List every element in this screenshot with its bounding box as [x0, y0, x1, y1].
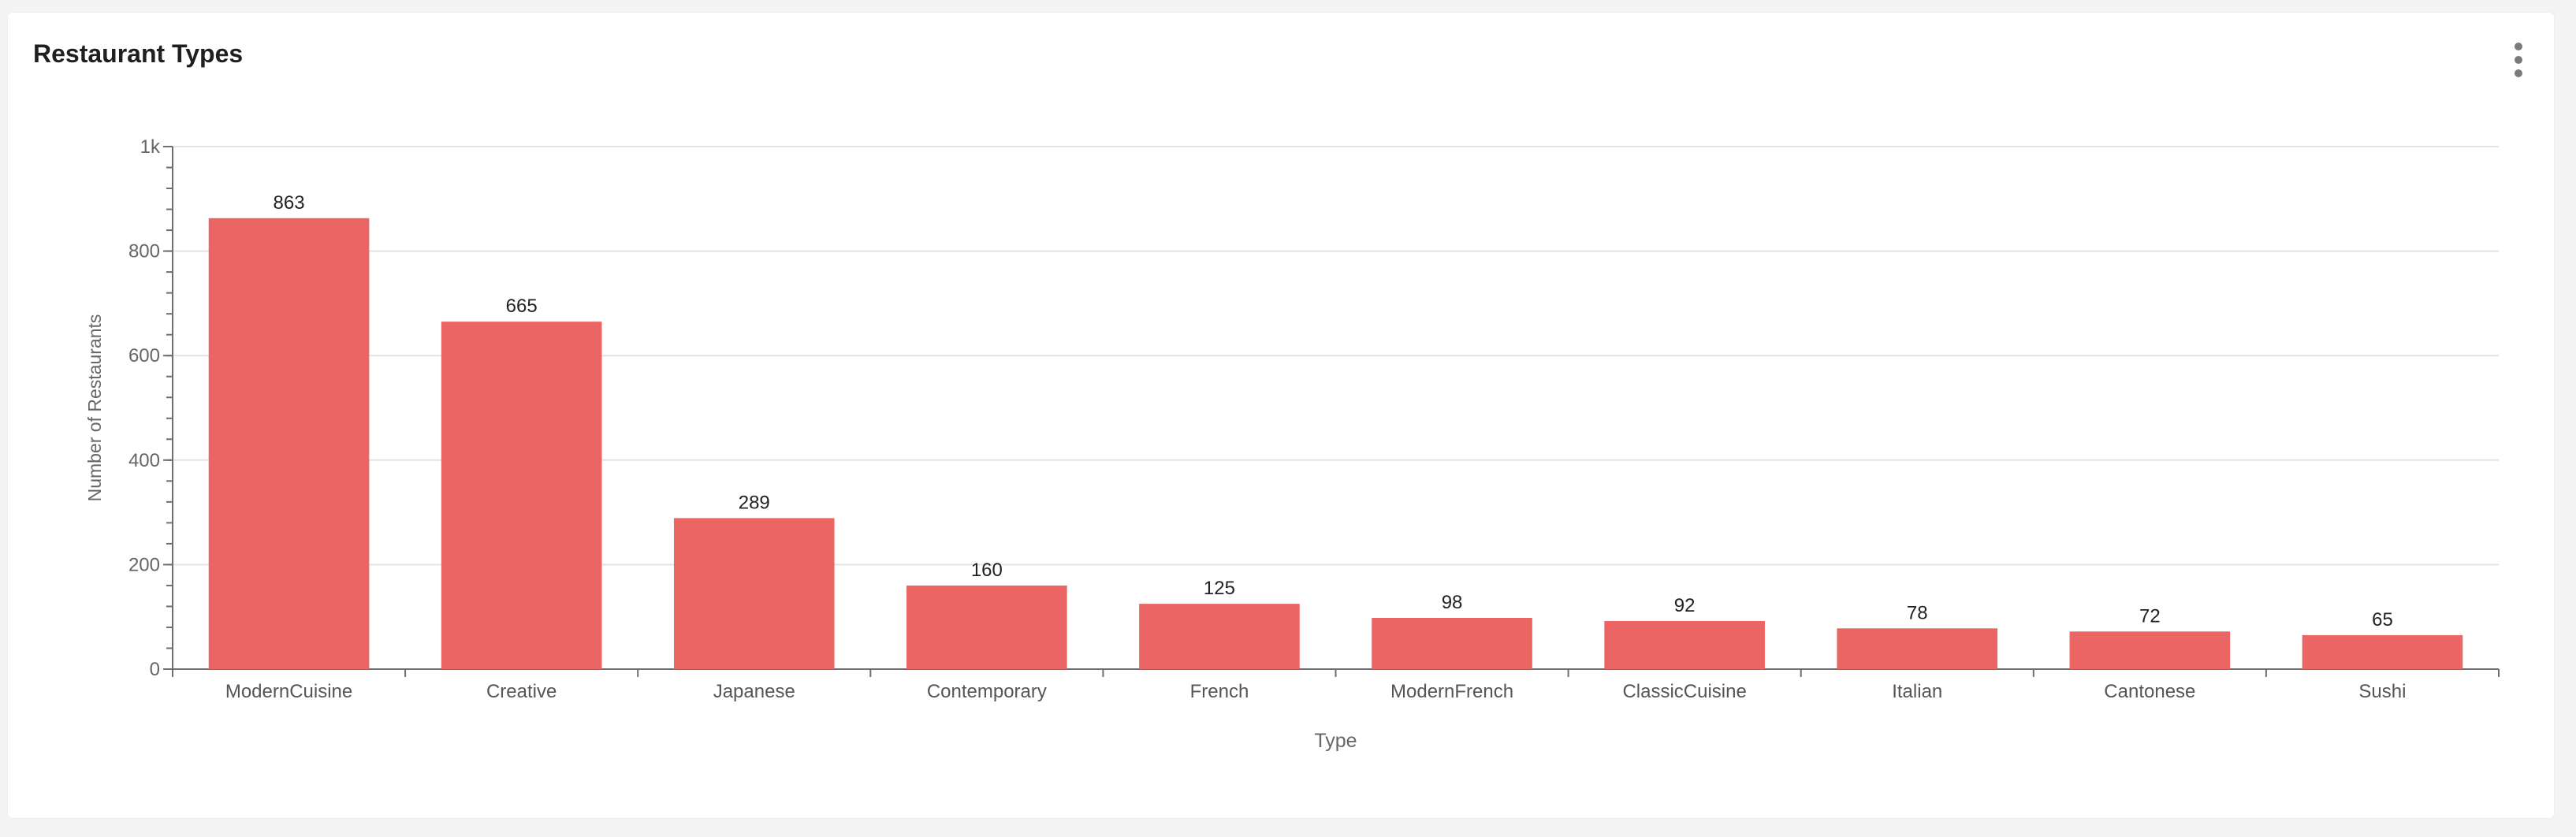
x-tick-label: Italian	[1892, 681, 1942, 702]
data-label: 125	[1204, 578, 1235, 599]
data-label: 160	[971, 560, 1003, 581]
y-tick-label: 800	[128, 241, 160, 262]
y-tick-label: 400	[128, 450, 160, 471]
bar-italian[interactable]	[1837, 628, 1998, 669]
y-tick-label: 0	[150, 659, 160, 680]
data-label: 665	[506, 296, 538, 317]
data-label: 78	[1907, 602, 1928, 623]
bar-french[interactable]	[1139, 604, 1300, 669]
x-tick-label: Sushi	[2358, 681, 2406, 702]
x-tick-label: ClassicCuisine	[1622, 681, 1746, 702]
data-label: 98	[1442, 592, 1463, 613]
data-label: 92	[1674, 595, 1696, 616]
x-tick-label: ModernCuisine	[225, 681, 352, 702]
bar-moderncuisine[interactable]	[208, 218, 370, 669]
card-title: Restaurant Types	[33, 39, 244, 68]
y-tick-label: 200	[128, 554, 160, 575]
x-tick-label: ModernFrench	[1390, 681, 1513, 702]
bar-creative[interactable]	[441, 322, 602, 669]
bar-modernfrench[interactable]	[1372, 618, 1532, 669]
x-tick-label: Contemporary	[927, 681, 1047, 702]
x-tick-label: Creative	[486, 681, 557, 702]
data-label: 863	[274, 192, 305, 214]
more-vertical-icon[interactable]	[2508, 43, 2529, 77]
x-axis-title: Type	[1314, 730, 1357, 752]
bar-classiccuisine[interactable]	[1604, 621, 1765, 669]
data-label: 289	[739, 492, 770, 513]
y-axis-title: Number of Restaurants	[84, 314, 105, 502]
y-tick-label: 1k	[140, 136, 161, 158]
x-tick-label: Cantonese	[2104, 681, 2195, 702]
bar-cantonese[interactable]	[2069, 631, 2231, 669]
bar-sushi[interactable]	[2302, 634, 2463, 669]
data-label: 65	[2372, 609, 2393, 631]
x-tick-label: French	[1190, 681, 1249, 702]
bar-japanese[interactable]	[673, 518, 835, 669]
data-label: 72	[2139, 605, 2161, 627]
y-tick-label: 600	[128, 345, 160, 366]
bar-contemporary[interactable]	[906, 585, 1067, 669]
x-tick-label: Japanese	[713, 681, 795, 702]
